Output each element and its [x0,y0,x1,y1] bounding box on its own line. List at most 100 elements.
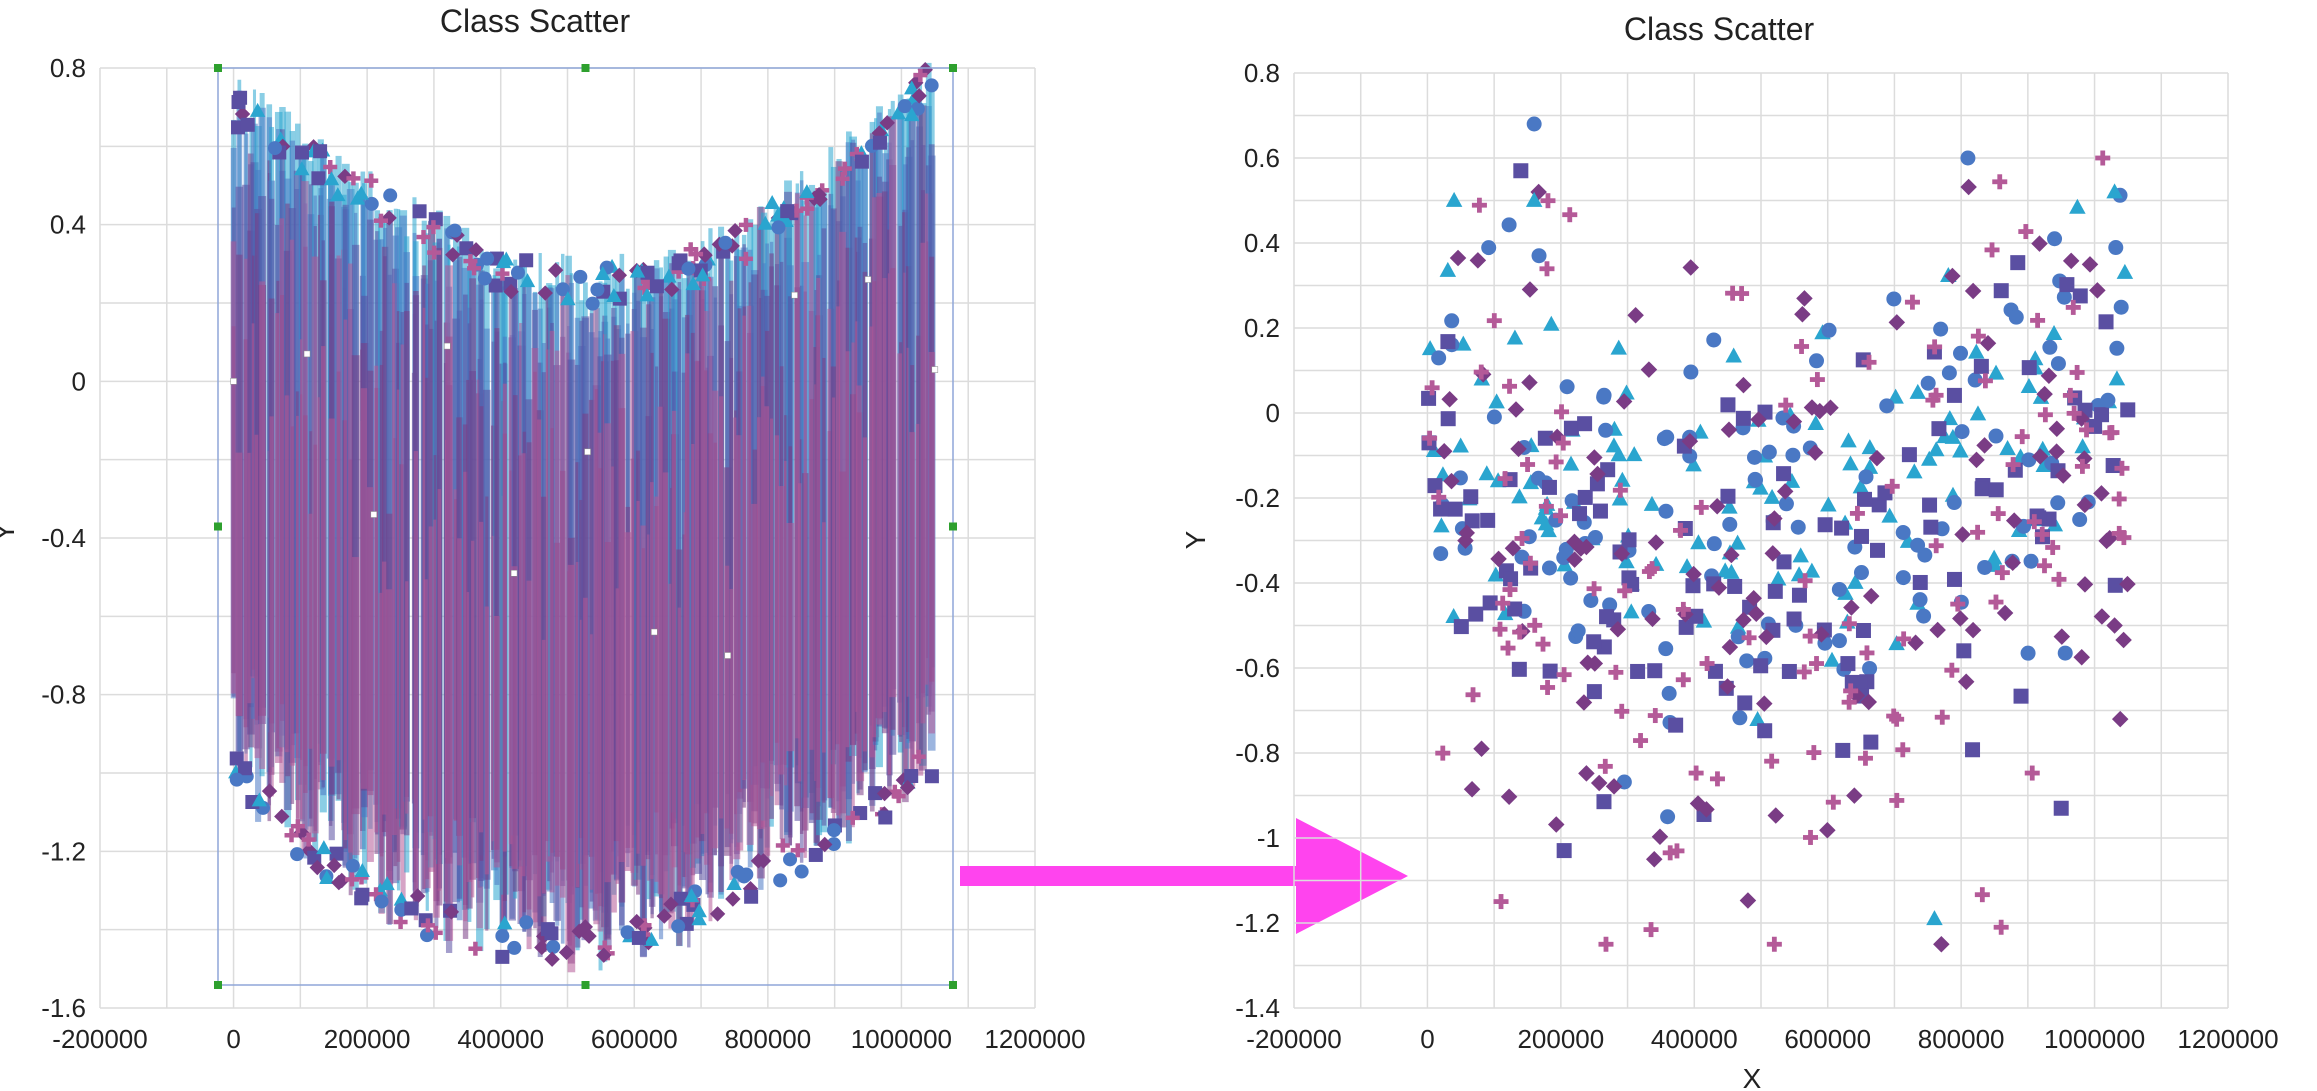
right-chart-diamond-marker [1819,822,1836,839]
right-chart-plus-marker [1841,616,1857,632]
left-chart-data-label-point [510,570,518,577]
left-chart-triangle-marker [764,195,780,210]
right-chart-plus-bar-v [1715,771,1720,787]
left-chart-resize-handle[interactable] [581,64,590,72]
right-chart-plus-marker [1422,430,1438,446]
right-chart-plus-marker [2037,407,2053,423]
left-chart-y-axis-label: Y [0,522,20,541]
left-chart[interactable]: Class Scatter Y 0.80.40-0.4-0.8-1.2-1.6 … [0,3,1086,1054]
right-chart[interactable]: Class Scatter Y X 0.8 0.6 0.4 0.2 0 -0.2 -0.4 -… [1180,11,2279,1091]
left-chart-circle-marker [573,269,588,284]
right-chart-plus-marker [1554,404,1570,420]
right-chart-circle-marker [2020,645,2036,661]
right-chart-plus-marker [1974,887,1990,903]
right-chart-plus-bar-v [1649,561,1655,577]
left-chart-plus-marker [346,171,361,186]
right-chart-square-marker [1542,663,1558,679]
right-chart-plus-bar-v [1693,765,1699,781]
left-chart-plus-streak [519,322,524,922]
right-chart-triangle-marker [1695,612,1713,628]
left-chart-plus-bar-v [780,838,786,853]
left-chart-plus-marker [301,832,316,847]
right-chart-plus-marker [1928,387,1944,403]
right-chart-circle-marker [1910,537,1926,553]
right-chart-plus-bar-v [1470,687,1476,703]
right-chart-plus-bar-v [1517,624,1523,640]
left-chart-resize-handle[interactable] [214,981,222,989]
left-chart-plus-streak [269,416,274,797]
right-chart-plus-marker [1990,506,2006,522]
left-chart-selection-frame[interactable] [214,64,957,989]
right-chart-diamond-marker [1510,440,1527,458]
right-chart-plus-marker [1538,498,1554,514]
left-chart-plus-streak [423,579,431,889]
right-chart-circle-marker [2047,231,2063,247]
left-chart-resize-handle[interactable] [949,64,957,72]
left-chart-triangle-marker [757,215,774,230]
left-chart-plot-area[interactable] [228,61,939,973]
right-chart-title: Class Scatter [1624,11,1815,47]
left-chart-resize-handle[interactable] [214,522,222,531]
right-chart-plus-bar-v [1559,404,1564,420]
right-chart-plus-marker [1825,794,1841,810]
right-chart-plus-bar-v [1891,708,1897,724]
right-chart-y-tick-label: 0 [1266,398,1280,428]
right-chart-plus-bar-v [1619,703,1625,719]
left-chart-plus-bar-v [794,203,799,218]
left-chart-triangle-marker [560,291,576,306]
right-chart-plus-marker [1889,792,1905,808]
left-chart-x-tick-label: 200000 [324,1024,411,1054]
left-chart-plus-bar-v [306,832,311,847]
right-chart-plus-marker [1934,709,1950,725]
left-chart-plus-streak [649,482,655,879]
right-chart-plus-bar-v [1933,387,1939,403]
left-chart-diamond-marker [577,919,594,935]
left-chart-plus-streak [909,432,916,787]
right-chart-triangle-marker [1999,439,2016,455]
right-chart-plus-bar-v [1863,750,1868,766]
left-chart-plus-streak [742,315,747,781]
left-chart-plus-marker [683,242,698,257]
right-chart-triangle-marker [1522,474,1540,490]
right-chart-square-marker [1468,606,1484,622]
right-chart-plus-marker [1493,894,1509,910]
right-chart-circle-marker [1444,313,1460,329]
left-chart-circle-marker [771,220,786,235]
right-chart-plot-area[interactable] [1421,116,2136,953]
left-chart-plus-bar-v [500,266,505,281]
transition-arrow [960,818,1408,934]
left-chart-resize-handle[interactable] [949,522,957,531]
right-chart-y-axis-label: Y [1180,530,1211,549]
right-chart-triangle-marker [1562,455,1580,471]
right-chart-triangle-marker [1888,635,1905,651]
left-chart-plus-bar-v [431,245,437,260]
right-chart-plus-marker [1522,555,1538,571]
left-chart-diamond-marker [596,947,612,963]
right-chart-diamond-marker [2115,631,2132,649]
right-chart-diamond-marker [1644,610,1661,628]
left-chart-circle-marker [495,928,510,943]
right-chart-circle-marker [1722,516,1738,532]
right-chart-plus-marker [1473,364,1489,380]
left-chart-plus-streak [374,365,381,833]
right-chart-triangle-marker [2020,378,2038,394]
left-chart-resize-handle[interactable] [949,981,957,989]
right-chart-plus-marker [1970,524,1986,540]
left-chart-square-marker [649,279,664,294]
right-chart-circle-marker [2023,553,2039,569]
right-chart-diamond-marker [1698,801,1715,818]
right-chart-y-tick-label: -0.6 [1235,653,1280,683]
right-chart-plus-marker [1471,197,1487,213]
right-chart-diamond-marker [1590,774,1608,792]
right-chart-plus-bar-v [1830,794,1836,810]
right-chart-plus-marker [1562,207,1578,223]
left-chart-resize-handle[interactable] [214,64,222,72]
right-chart-diamond-marker [1586,449,1603,466]
left-chart-plus-marker [373,213,388,228]
left-chart-resize-handle[interactable] [581,981,590,989]
left-chart-plus-marker [835,171,850,186]
right-chart-plus-bar-v [2042,558,2047,574]
right-chart-square-marker [1599,609,1615,625]
right-chart-plus-marker [2069,364,2085,380]
